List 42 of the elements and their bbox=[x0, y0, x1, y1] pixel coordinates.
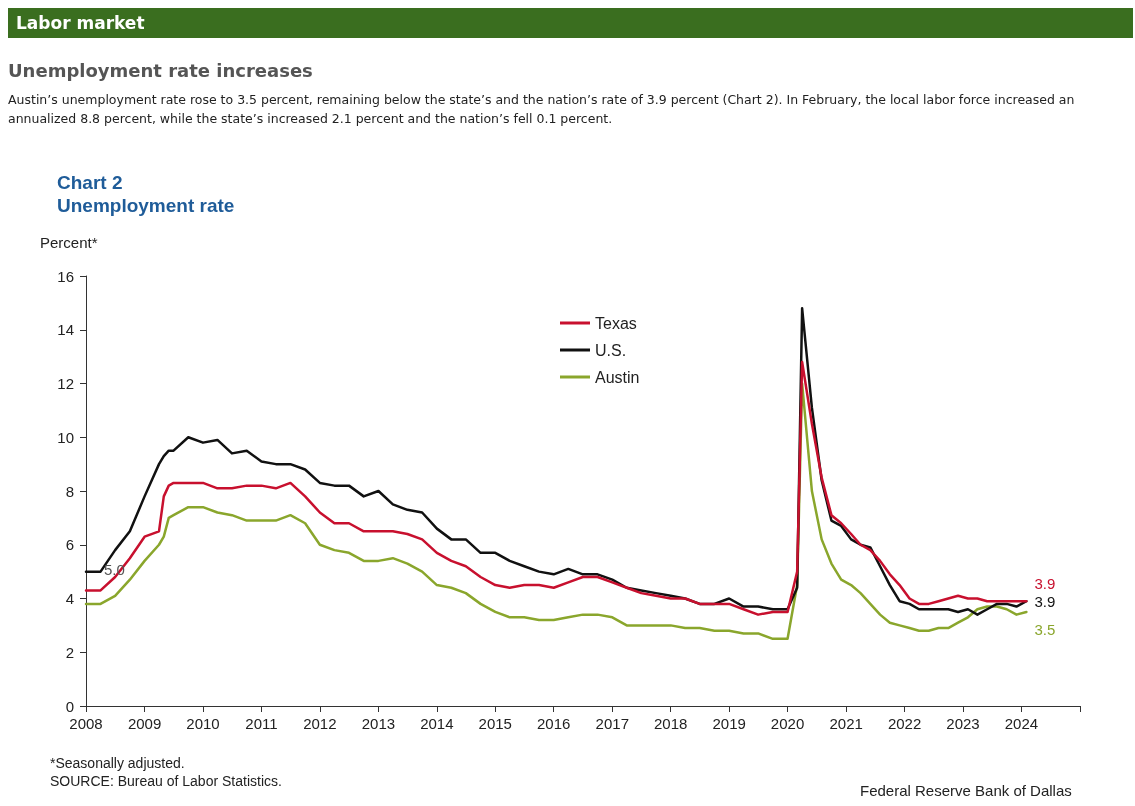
text: *Seasonally adjusted. bbox=[50, 755, 185, 771]
text: Labor market bbox=[8, 8, 1133, 38]
legend-label: Texas bbox=[595, 314, 637, 332]
legend-label: Austin bbox=[595, 368, 640, 386]
legend-label: U.S. bbox=[595, 341, 627, 359]
y-tick-label: 4 bbox=[65, 590, 74, 607]
x-tick-label: 2023 bbox=[946, 715, 980, 732]
x-tick-label: 2020 bbox=[770, 715, 805, 732]
x-tick-label: 2017 bbox=[595, 715, 629, 732]
chart-title: Chart 2 bbox=[57, 172, 123, 193]
text: Federal Reserve Bank of Dallas bbox=[860, 782, 1072, 799]
chart-subtitle: Unemployment rate bbox=[57, 195, 235, 216]
y-tick-label: 0 bbox=[65, 697, 74, 715]
x-tick-label: 2016 bbox=[537, 715, 571, 732]
x-tick-label: 2013 bbox=[361, 715, 396, 732]
data-label: 3.9 bbox=[1034, 592, 1056, 610]
x-tick-label: 2011 bbox=[245, 715, 278, 732]
x-tick-label: 2024 bbox=[1004, 715, 1039, 732]
data-label: 3.9 bbox=[1034, 574, 1056, 592]
y-tick-label: 8 bbox=[65, 482, 74, 500]
x-tick-label: 2021 bbox=[829, 715, 863, 732]
y-tick-label: 6 bbox=[65, 536, 74, 554]
x-tick-label: 2014 bbox=[420, 715, 454, 732]
line-series bbox=[84, 360, 1028, 616]
x-tick-label: 2018 bbox=[654, 715, 688, 732]
x-tick-label: 2022 bbox=[887, 715, 922, 732]
source-note: SOURCE: Bureau of Labor Statistics. bbox=[50, 773, 282, 789]
data-label: 3.5 bbox=[1034, 621, 1056, 639]
text: Unemployment rate increases bbox=[8, 60, 313, 81]
y-tick-label: 16 bbox=[57, 267, 74, 285]
x-tick-label: 2008 bbox=[69, 715, 103, 732]
x-tick-label: 2015 bbox=[478, 715, 512, 732]
text: Austin’s unemployment rate rose to 3.5 percent, remaining below the state’s and the nation’s rate of 3.9 percent (Chart 2). In February, the local labor force increased an annualized 8.8 percent, while the state’s increased 2.1 percent and the nation’s fell 0.1 percent. bbox=[8, 91, 1076, 128]
y-tick-label: 14 bbox=[57, 321, 74, 339]
y-tick-label: 12 bbox=[57, 375, 74, 392]
x-tick-label: 2010 bbox=[186, 715, 220, 732]
y-tick-label: 2 bbox=[65, 643, 74, 661]
y-axis-title: Percent* bbox=[40, 234, 98, 251]
y-tick-label: 10 bbox=[57, 428, 74, 446]
x-tick-label: 2019 bbox=[712, 715, 746, 732]
x-tick-label: 2012 bbox=[303, 715, 337, 732]
x-tick-label: 2009 bbox=[127, 715, 162, 732]
